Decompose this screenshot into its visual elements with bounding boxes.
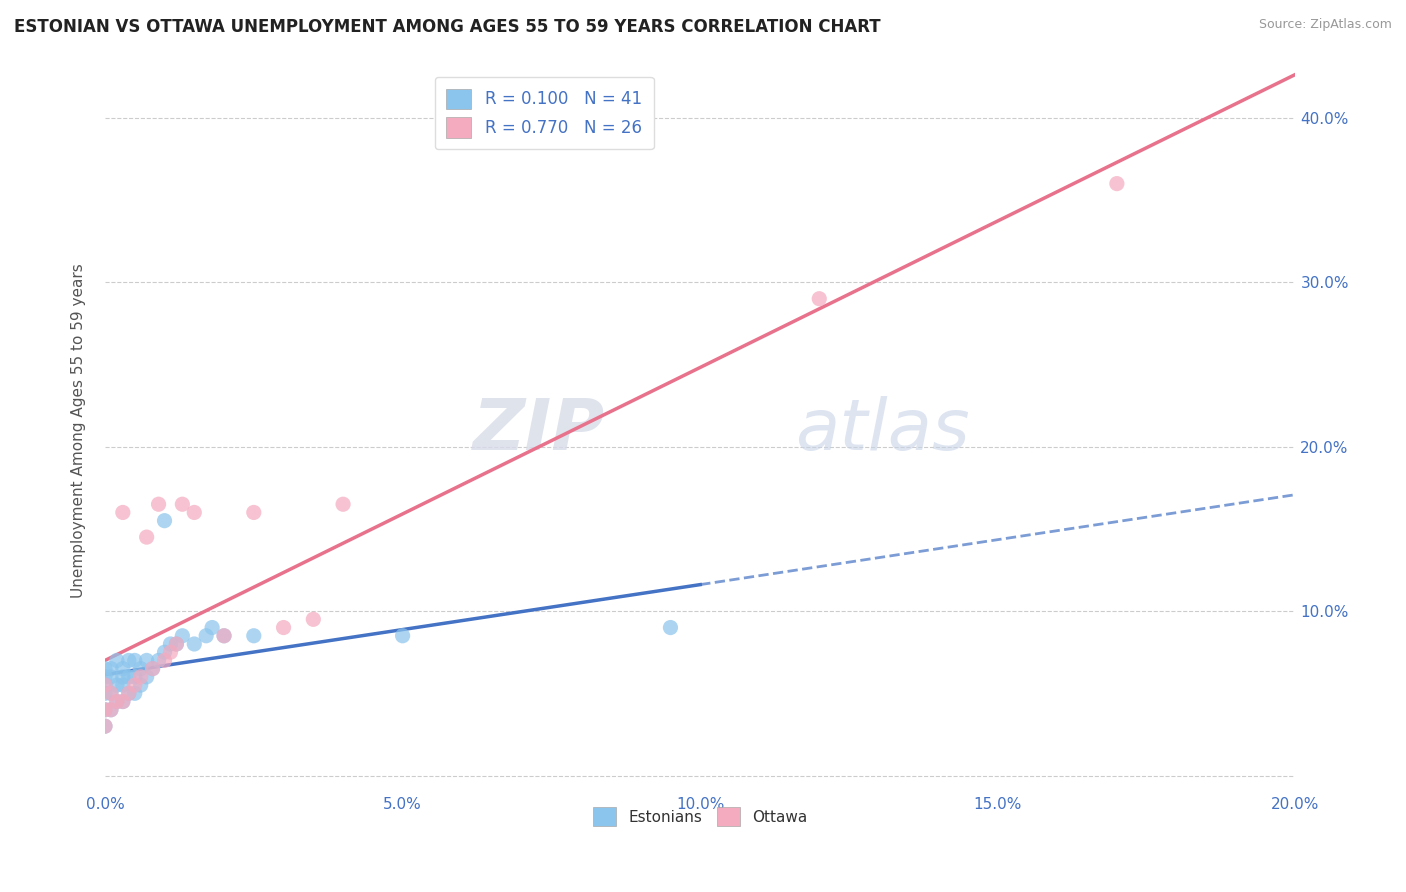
Point <box>124 686 146 700</box>
Point <box>201 621 224 635</box>
Point <box>100 686 122 700</box>
Legend: Estonians, Ottawa: Estonians, Ottawa <box>583 798 817 835</box>
Point <box>243 505 266 519</box>
Point <box>118 686 141 700</box>
Point <box>105 653 128 667</box>
Point <box>111 662 134 676</box>
Point <box>302 612 325 626</box>
Point <box>111 694 134 708</box>
Point <box>153 514 176 528</box>
Point <box>135 653 157 667</box>
Point <box>148 497 170 511</box>
Point <box>243 629 266 643</box>
Point <box>183 637 205 651</box>
Point <box>118 653 141 667</box>
Point <box>183 505 205 519</box>
Point <box>105 694 128 708</box>
Point <box>659 621 682 635</box>
Point <box>129 678 152 692</box>
Point <box>94 678 117 692</box>
Point <box>100 686 122 700</box>
Point <box>135 670 157 684</box>
Point <box>105 678 128 692</box>
Y-axis label: Unemployment Among Ages 55 to 59 years: Unemployment Among Ages 55 to 59 years <box>72 263 86 598</box>
Point <box>100 662 122 676</box>
Point <box>94 703 117 717</box>
Point <box>142 662 165 676</box>
Point <box>391 629 413 643</box>
Point <box>94 670 117 684</box>
Point <box>159 645 181 659</box>
Point <box>159 637 181 651</box>
Point <box>212 629 235 643</box>
Point <box>129 670 152 684</box>
Text: ESTONIAN VS OTTAWA UNEMPLOYMENT AMONG AGES 55 TO 59 YEARS CORRELATION CHART: ESTONIAN VS OTTAWA UNEMPLOYMENT AMONG AG… <box>14 18 880 36</box>
Text: ZIP: ZIP <box>472 396 605 465</box>
Point <box>94 662 117 676</box>
Point <box>94 703 117 717</box>
Point <box>124 670 146 684</box>
Point <box>118 670 141 684</box>
Point <box>212 629 235 643</box>
Point <box>165 637 187 651</box>
Point <box>172 629 194 643</box>
Point <box>105 694 128 708</box>
Point <box>94 719 117 733</box>
Point <box>124 653 146 667</box>
Point <box>165 637 187 651</box>
Point <box>135 530 157 544</box>
Text: atlas: atlas <box>796 396 970 465</box>
Point <box>129 662 152 676</box>
Point <box>124 678 146 692</box>
Point <box>100 703 122 717</box>
Text: Source: ZipAtlas.com: Source: ZipAtlas.com <box>1258 18 1392 31</box>
Point <box>111 694 134 708</box>
Point <box>332 497 354 511</box>
Point <box>111 678 134 692</box>
Point <box>153 645 176 659</box>
Point <box>111 505 134 519</box>
Point <box>111 670 134 684</box>
Point <box>1105 177 1128 191</box>
Point <box>148 653 170 667</box>
Point <box>94 678 117 692</box>
Point <box>94 719 117 733</box>
Point <box>142 662 165 676</box>
Point <box>100 670 122 684</box>
Point <box>273 621 295 635</box>
Point <box>94 686 117 700</box>
Point <box>153 653 176 667</box>
Point <box>118 686 141 700</box>
Point <box>808 292 831 306</box>
Point <box>195 629 218 643</box>
Point <box>100 703 122 717</box>
Point <box>172 497 194 511</box>
